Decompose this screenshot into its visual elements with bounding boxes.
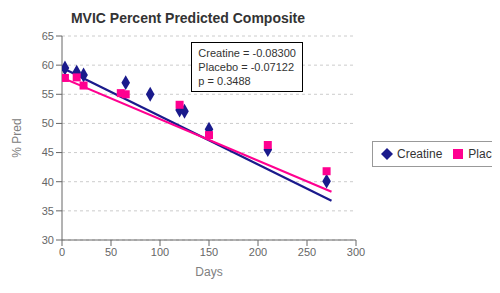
svg-text:65: 65: [42, 30, 54, 42]
svg-text:150: 150: [200, 246, 218, 258]
svg-text:35: 35: [42, 205, 54, 217]
svg-text:50: 50: [105, 246, 117, 258]
svg-text:50: 50: [42, 117, 54, 129]
svg-text:300: 300: [347, 246, 365, 258]
svg-text:60: 60: [42, 59, 54, 71]
html-text:Creatine: Creatine: [397, 147, 443, 161]
svg-text:30: 30: [42, 234, 54, 246]
svg-text:250: 250: [298, 246, 316, 258]
svg-text:45: 45: [42, 146, 54, 158]
svg-text:% Pred: % Pred: [10, 118, 24, 157]
svg-text:40: 40: [42, 176, 54, 188]
svg-text:55: 55: [42, 88, 54, 100]
svg-text:100: 100: [151, 246, 169, 258]
svg-text:0: 0: [59, 246, 65, 258]
svg-text:Days: Days: [195, 265, 222, 279]
html-text:Creatine = -0.08300 Placebo =: Creatine = -0.08300 Placebo = -0.07122 p…: [198, 47, 296, 88]
svg-text:200: 200: [249, 246, 267, 258]
html-text:MVIC Percent Predicted Composi: MVIC Percent Predicted Composite: [70, 10, 306, 26]
